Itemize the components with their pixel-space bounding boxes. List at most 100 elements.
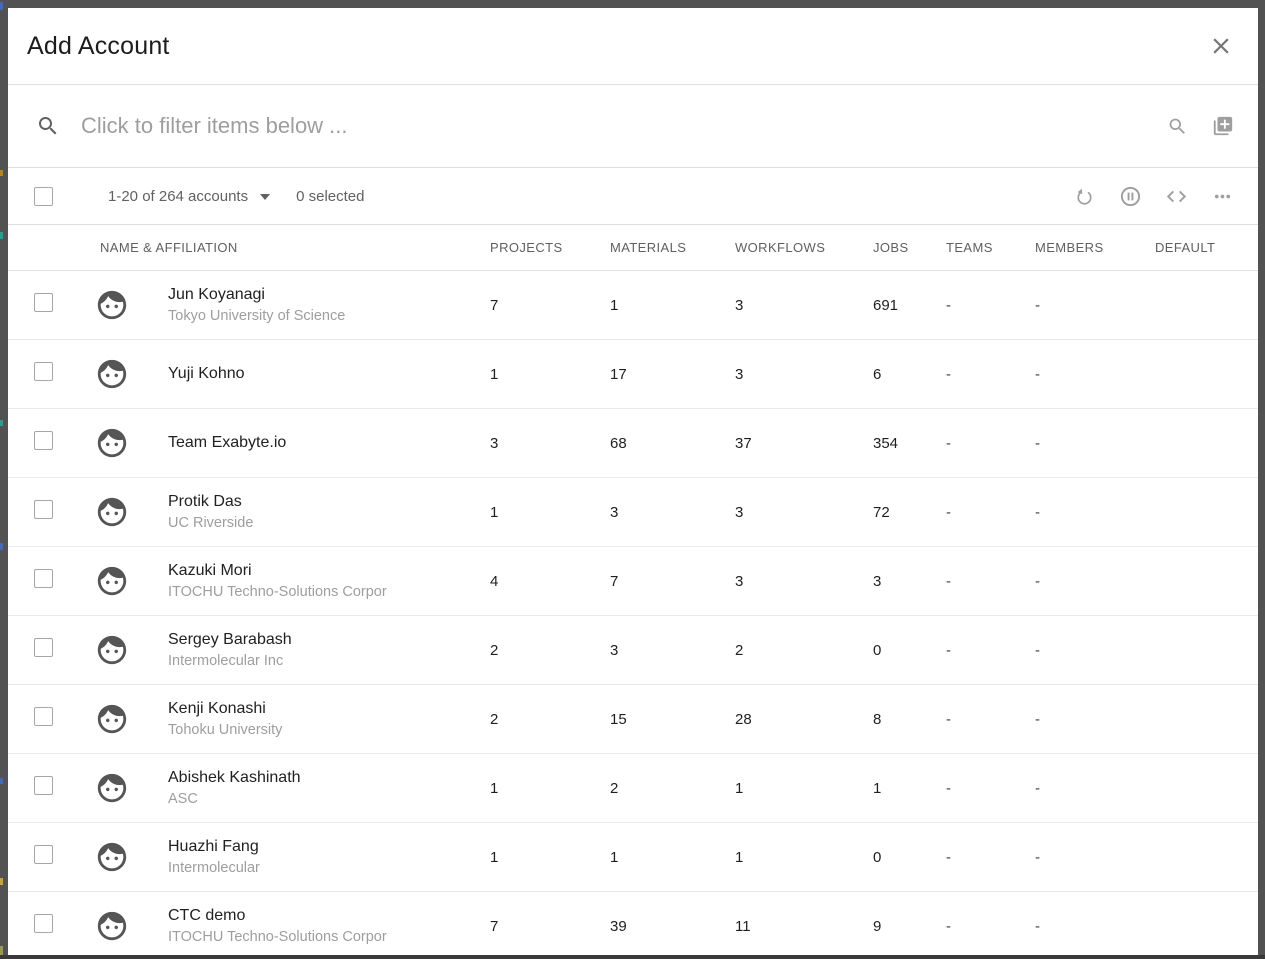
jobs-count: 0 [873, 641, 882, 659]
workflows-count: 3 [735, 296, 744, 314]
account-affiliation: Intermolecular [168, 860, 260, 877]
refresh-button[interactable] [1073, 185, 1096, 208]
jobs-count: 691 [873, 296, 899, 314]
row-checkbox[interactable] [34, 362, 53, 381]
account-row[interactable]: Protik Das UC Riverside 1 3 3 72 - - [8, 478, 1258, 547]
members-value: - [1035, 917, 1040, 935]
column-header-jobs[interactable]: JOBS [873, 240, 909, 255]
jobs-count: 6 [873, 365, 882, 383]
row-avatar-cell [68, 288, 168, 322]
row-checkbox[interactable] [34, 500, 53, 519]
account-row[interactable]: Abishek Kashinath ASC 1 2 1 1 - - [8, 754, 1258, 823]
account-row[interactable]: Jun Koyanagi Tokyo University of Science… [8, 271, 1258, 340]
account-row[interactable]: Kazuki Mori ITOCHU Techno-Solutions Corp… [8, 547, 1258, 616]
more-options-button[interactable] [1211, 185, 1234, 208]
row-avatar-cell [68, 495, 168, 529]
table-toolbar: 1-20 of 264 accounts 0 selected [8, 168, 1258, 225]
teams-value: - [946, 779, 951, 797]
column-header-default[interactable]: DEFAULT [1155, 240, 1216, 255]
account-row[interactable]: Yuji Kohno 1 17 3 6 - - [8, 340, 1258, 409]
edge-artifact [0, 232, 3, 239]
workflows-count: 3 [735, 503, 744, 521]
account-row[interactable]: Huazhi Fang Intermolecular 1 1 1 0 - - [8, 823, 1258, 892]
search-button[interactable] [1167, 116, 1188, 137]
row-checkbox-cell [8, 707, 68, 731]
row-checkbox[interactable] [34, 707, 53, 726]
column-header-materials[interactable]: MATERIALS [610, 240, 687, 255]
teams-value: - [946, 503, 951, 521]
pause-button[interactable] [1119, 185, 1142, 208]
row-checkbox[interactable] [34, 569, 53, 588]
row-checkbox[interactable] [34, 293, 53, 312]
column-header-name-affiliation[interactable]: NAME & AFFILIATION [100, 240, 238, 255]
name-affiliation-cell: Jun Koyanagi Tokyo University of Science [168, 284, 490, 327]
name-affiliation-cell: Abishek Kashinath ASC [168, 767, 490, 810]
jobs-count: 8 [873, 710, 882, 728]
account-row[interactable]: Sergey Barabash Intermolecular Inc 2 3 2… [8, 616, 1258, 685]
select-all-checkbox[interactable] [34, 186, 53, 206]
name-affiliation-cell: Huazhi Fang Intermolecular [168, 836, 490, 879]
library-add-icon [1212, 115, 1234, 137]
materials-count: 39 [610, 917, 627, 935]
materials-count: 7 [610, 572, 619, 590]
projects-count: 7 [490, 917, 499, 935]
close-button[interactable] [1208, 33, 1234, 59]
name-affiliation-cell: Kenji Konashi Tohoku University [168, 698, 490, 741]
members-value: - [1035, 572, 1040, 590]
projects-count: 1 [490, 779, 499, 797]
name-affiliation-cell: Protik Das UC Riverside [168, 491, 490, 534]
projects-count: 3 [490, 434, 499, 452]
row-checkbox[interactable] [34, 914, 53, 933]
caret-down-icon [260, 194, 271, 200]
row-avatar-cell [68, 702, 168, 736]
workflows-count: 11 [735, 917, 751, 935]
projects-count: 1 [490, 365, 499, 383]
teams-value: - [946, 572, 951, 590]
teams-value: - [946, 917, 951, 935]
row-checkbox-cell [8, 431, 68, 455]
workflows-count: 2 [735, 641, 744, 659]
row-checkbox[interactable] [34, 845, 53, 864]
row-avatar-cell [68, 840, 168, 874]
pagination-range-label: 1-20 of 264 accounts [108, 187, 249, 205]
account-name: Team Exabyte.io [168, 433, 287, 451]
account-affiliation: UC Riverside [168, 515, 254, 532]
row-checkbox[interactable] [34, 638, 53, 657]
filter-bar [8, 85, 1258, 168]
projects-count: 7 [490, 296, 499, 314]
materials-count: 15 [610, 710, 627, 728]
projects-count: 2 [490, 710, 499, 728]
column-header-projects[interactable]: PROJECTS [490, 240, 563, 255]
pagination-dropdown[interactable]: 1-20 of 264 accounts [108, 187, 271, 205]
column-header-teams[interactable]: TEAMS [946, 240, 993, 255]
row-checkbox[interactable] [34, 776, 53, 795]
workflows-count: 3 [735, 572, 744, 590]
account-name: Abishek Kashinath [168, 768, 301, 786]
column-header-members[interactable]: MEMBERS [1035, 240, 1104, 255]
row-avatar-cell [68, 564, 168, 598]
account-row[interactable]: Kenji Konashi Tohoku University 2 15 28 … [8, 685, 1258, 754]
account-affiliation: ITOCHU Techno-Solutions Corpor [168, 584, 387, 601]
column-header-workflows[interactable]: WORKFLOWS [735, 240, 826, 255]
materials-count: 1 [610, 296, 619, 314]
row-checkbox-cell [8, 845, 68, 869]
row-checkbox-cell [8, 500, 68, 524]
row-checkbox[interactable] [34, 431, 53, 450]
filter-actions [1167, 115, 1234, 137]
search-icon [1167, 116, 1188, 137]
dialog-header: Add Account [8, 8, 1258, 85]
code-view-button[interactable] [1165, 185, 1188, 208]
filter-input[interactable] [81, 113, 1167, 139]
add-new-account-button[interactable] [1212, 115, 1234, 137]
account-affiliation: Intermolecular Inc [168, 653, 284, 670]
table-header: NAME & AFFILIATION PROJECTS MATERIALS WO… [8, 225, 1258, 271]
row-avatar-cell [68, 909, 168, 943]
account-row[interactable]: CTC demo ITOCHU Techno-Solutions Corpor … [8, 892, 1258, 955]
name-affiliation-cell: Sergey Barabash Intermolecular Inc [168, 629, 490, 672]
face-avatar-icon [95, 426, 129, 460]
account-row[interactable]: Team Exabyte.io 3 68 37 354 - - [8, 409, 1258, 478]
edge-artifact [0, 420, 3, 426]
row-checkbox-cell [8, 914, 68, 938]
row-checkbox-cell [8, 362, 68, 386]
teams-value: - [946, 365, 951, 383]
